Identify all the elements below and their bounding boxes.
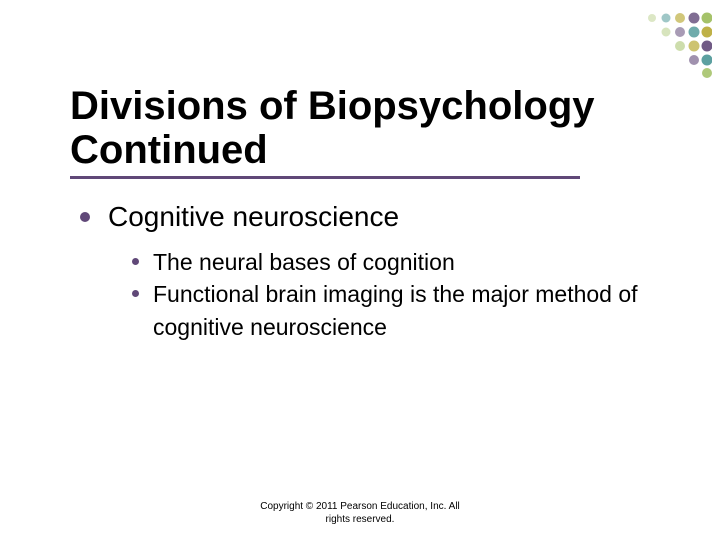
bullet-level2: The neural bases of cognition: [132, 248, 660, 277]
bullet-level2-continuation: cognitive neuroscience: [153, 313, 660, 342]
copyright-line2: rights reserved.: [326, 514, 395, 525]
copyright: Copyright © 2011 Pearson Education, Inc.…: [0, 501, 720, 526]
slide-title: Divisions of Biopsychology Continued: [70, 84, 650, 172]
bullet-level2-text: Functional brain imaging is the major me…: [153, 280, 638, 309]
bullet-level1: Cognitive neuroscience: [80, 200, 660, 234]
bullet-icon: [132, 290, 139, 297]
sublist: The neural bases of cognition Functional…: [132, 248, 660, 342]
bullet-level2-text: The neural bases of cognition: [153, 248, 455, 277]
bullet-level2: Functional brain imaging is the major me…: [132, 280, 660, 309]
slide: Divisions of Biopsychology Continued Cog…: [0, 0, 720, 540]
corner-dot-graphic: [642, 8, 712, 78]
bullet-icon: [132, 258, 139, 265]
bullet-level1-text: Cognitive neuroscience: [108, 200, 399, 234]
copyright-line1: Copyright © 2011 Pearson Education, Inc.…: [260, 501, 460, 512]
slide-body: Cognitive neuroscience The neural bases …: [80, 200, 660, 342]
title-underline: [70, 176, 580, 179]
bullet-icon: [80, 212, 90, 222]
